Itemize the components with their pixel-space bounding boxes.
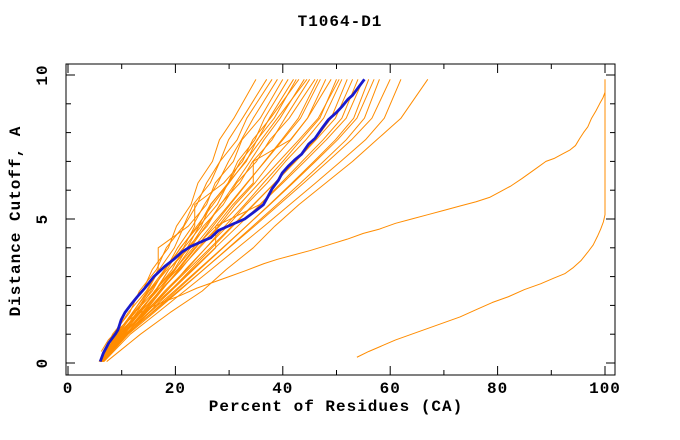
model-curve [98,79,273,362]
tick-labels: 0 20 40 60 80 100 0 5 10 [34,64,621,398]
x-tick-label: 100 [589,380,621,398]
y-tick-label: 5 [34,214,52,225]
model-curve [100,79,354,362]
y-tick-label: 0 [34,358,52,369]
model-curve [102,79,305,362]
x-tick-label: 80 [487,380,508,398]
model-curve [100,79,391,362]
model-curve [100,79,300,362]
x-tick-label: 0 [63,380,74,398]
highlight-curve [98,78,366,363]
model-curve [101,79,359,362]
x-axis-label: Percent of Residues (CA) [208,398,464,416]
model-curve [106,79,429,362]
model-curve [98,79,316,362]
outlier-curves [100,79,606,358]
y-axis-label: Distance Cutoff, A [7,125,25,317]
highlight-curve-group [98,78,366,363]
model-curve [100,79,321,362]
model-curve [99,79,284,362]
model-curve [103,79,402,362]
y-tick-label: 10 [34,64,52,85]
model-curve [100,79,375,362]
model-curves [98,79,429,362]
plot-title: T1064-D1 [297,13,383,31]
x-tick-label: 60 [380,380,401,398]
model-curve [102,79,380,362]
plot-frame [65,63,616,376]
outlier-curve [100,79,606,352]
x-tick-label: 20 [165,380,186,398]
model-curve [99,79,364,362]
model-curve [99,79,308,362]
outlier-curve [356,79,606,358]
x-tick-label: 40 [272,380,293,398]
